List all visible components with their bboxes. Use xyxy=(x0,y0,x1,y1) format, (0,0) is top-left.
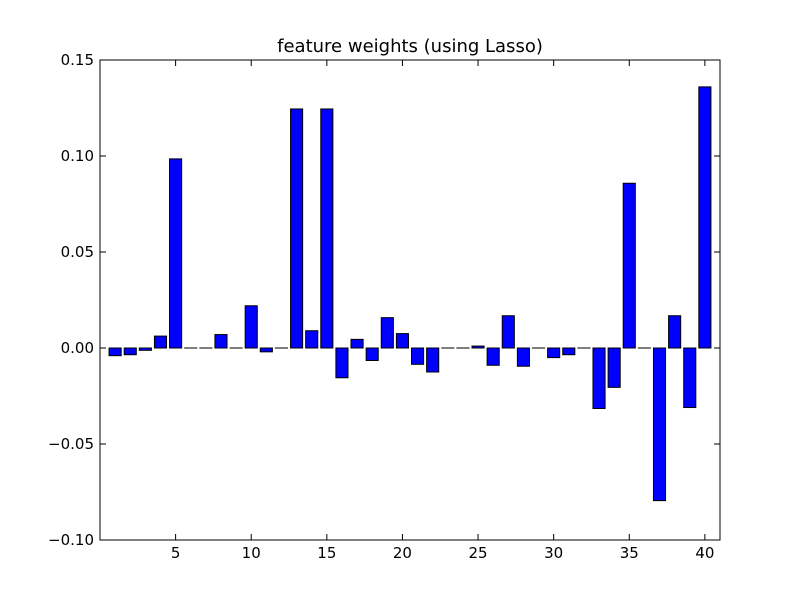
chart-title: feature weights (using Lasso) xyxy=(277,36,543,57)
y-tick-label: −0.05 xyxy=(48,435,94,453)
x-tick-label: 35 xyxy=(620,544,639,562)
x-tick-label: 5 xyxy=(171,544,181,562)
bar-feature-27 xyxy=(502,316,514,348)
x-tick-label: 20 xyxy=(393,544,412,562)
bar-feature-28 xyxy=(517,348,529,366)
bar-feature-30 xyxy=(548,348,560,358)
y-tick-label: 0.10 xyxy=(61,147,94,165)
bar-feature-26 xyxy=(487,348,499,365)
bar-feature-19 xyxy=(381,318,393,348)
bar-feature-13 xyxy=(291,109,303,348)
y-tick-label: 0.00 xyxy=(61,339,94,357)
x-tick-label: 30 xyxy=(544,544,563,562)
y-tick-label: 0.05 xyxy=(61,243,94,261)
bar-feature-38 xyxy=(669,316,681,348)
bar-feature-3 xyxy=(139,348,151,350)
bar-feature-4 xyxy=(154,336,166,348)
bar-feature-39 xyxy=(684,348,696,408)
bar-feature-16 xyxy=(336,348,348,378)
bar-feature-15 xyxy=(321,109,333,348)
bar-feature-10 xyxy=(245,306,257,348)
bar-feature-1 xyxy=(109,348,121,356)
bar-feature-22 xyxy=(427,348,439,372)
y-tick-label: 0.15 xyxy=(61,51,94,69)
bar-feature-40 xyxy=(699,87,711,348)
bar-feature-35 xyxy=(623,183,635,348)
bar-feature-18 xyxy=(366,348,378,360)
bar-feature-20 xyxy=(396,334,408,348)
bar-feature-37 xyxy=(653,348,665,501)
y-tick-label: −0.10 xyxy=(48,531,94,549)
bar-feature-11 xyxy=(260,348,272,352)
bar-feature-14 xyxy=(306,331,318,348)
bar-feature-17 xyxy=(351,339,363,348)
x-tick-label: 40 xyxy=(695,544,714,562)
bar-feature-8 xyxy=(215,335,227,348)
bar-feature-34 xyxy=(608,348,620,387)
bar-feature-2 xyxy=(124,348,136,355)
bar-feature-25 xyxy=(472,346,484,348)
x-tick-label: 10 xyxy=(242,544,261,562)
bar-feature-21 xyxy=(412,348,424,364)
bar-feature-31 xyxy=(563,348,575,355)
x-tick-label: 25 xyxy=(469,544,488,562)
x-tick-label: 15 xyxy=(317,544,336,562)
bar-feature-33 xyxy=(593,348,605,408)
bar-feature-5 xyxy=(170,159,182,348)
